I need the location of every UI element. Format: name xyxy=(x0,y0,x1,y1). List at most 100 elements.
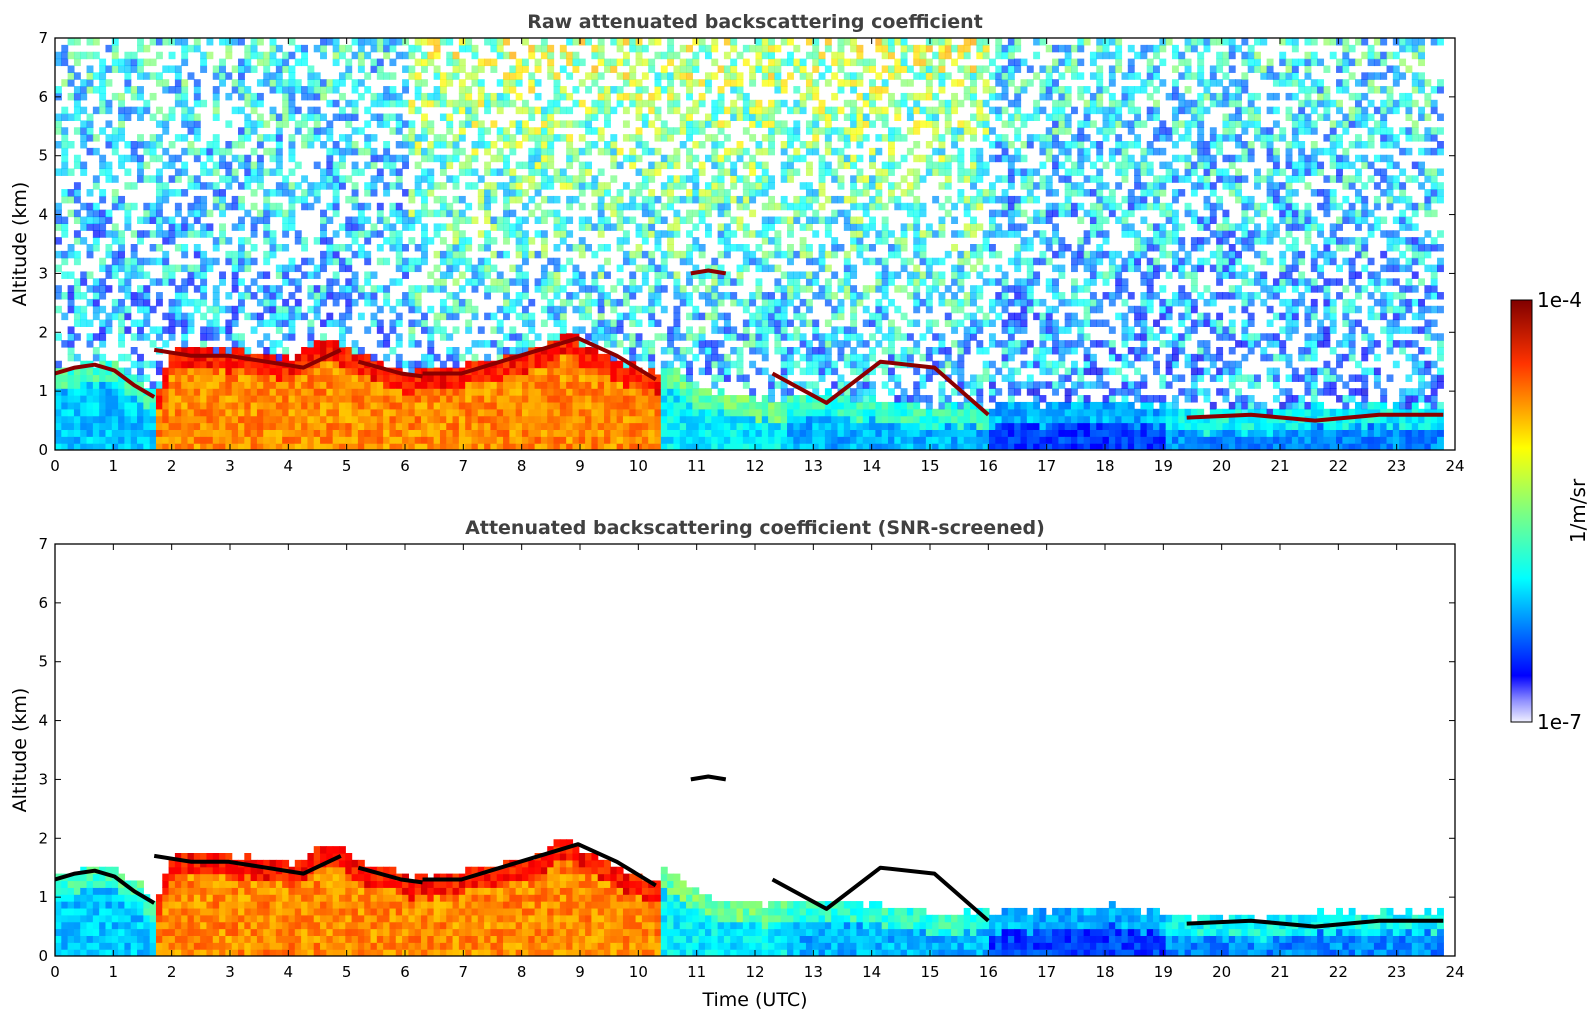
heatmap-cell xyxy=(604,223,611,231)
heatmap-cell xyxy=(679,429,687,437)
heatmap-cell xyxy=(263,298,271,307)
heatmap-cell xyxy=(105,65,113,73)
heatmap-cell xyxy=(547,99,555,108)
heatmap-cell xyxy=(534,333,542,341)
heatmap-cell xyxy=(812,141,820,149)
heatmap-cell xyxy=(174,367,182,376)
heatmap-cell xyxy=(723,429,731,437)
heatmap-cell xyxy=(275,415,283,424)
heatmap-cell xyxy=(193,202,201,211)
heatmap-cell xyxy=(711,147,719,156)
heatmap-cell xyxy=(193,443,201,450)
heatmap-cell xyxy=(540,106,548,115)
heatmap-cell xyxy=(717,175,725,183)
heatmap-cell xyxy=(503,182,510,190)
heatmap-cell xyxy=(761,422,769,430)
heatmap-cell xyxy=(124,141,132,149)
heatmap-cell xyxy=(723,271,731,279)
heatmap-cell xyxy=(515,161,523,170)
heatmap-cell xyxy=(225,202,233,211)
heatmap-cell xyxy=(263,353,271,362)
heatmap-cell xyxy=(332,209,340,218)
heatmap-cell xyxy=(168,305,176,314)
heatmap-cell xyxy=(357,292,365,300)
heatmap-cell xyxy=(616,189,624,197)
heatmap-cell xyxy=(149,422,157,430)
heatmap-cell xyxy=(345,326,353,334)
heatmap-cell xyxy=(742,408,750,417)
heatmap-cell xyxy=(130,92,138,101)
heatmap-cell xyxy=(168,333,176,341)
heatmap-cell xyxy=(338,285,346,293)
heatmap-cell xyxy=(225,395,233,403)
heatmap-cell xyxy=(484,141,492,149)
heatmap-cell xyxy=(641,388,649,396)
heatmap-cell xyxy=(80,120,88,128)
heatmap-cell xyxy=(749,230,757,238)
heatmap-cell xyxy=(332,443,340,450)
heatmap-cell xyxy=(414,367,422,376)
heatmap-cell xyxy=(503,161,510,170)
heatmap-cell xyxy=(200,161,208,170)
heatmap-cell xyxy=(553,381,561,389)
heatmap-cell xyxy=(805,250,813,259)
heatmap-cell xyxy=(484,106,492,115)
heatmap-cell xyxy=(742,429,750,437)
heatmap-cell xyxy=(667,436,675,444)
heatmap-cell xyxy=(553,374,561,382)
heatmap-cell xyxy=(307,305,315,314)
heatmap-cell xyxy=(622,216,630,224)
heatmap-cell xyxy=(383,381,391,389)
heatmap-cell xyxy=(805,305,813,314)
heatmap-cell xyxy=(679,401,687,410)
heatmap-cell xyxy=(383,298,391,307)
heatmap-cell xyxy=(843,429,851,437)
heatmap-cell xyxy=(288,106,296,115)
heatmap-cell xyxy=(395,436,403,444)
heatmap-cell xyxy=(629,415,637,424)
heatmap-cell xyxy=(427,436,435,444)
heatmap-cell xyxy=(364,381,372,389)
heatmap-cell xyxy=(597,244,605,252)
heatmap-cell xyxy=(736,106,744,115)
heatmap-cell xyxy=(818,216,826,224)
heatmap-cell xyxy=(654,285,662,293)
heatmap-cell xyxy=(742,92,750,101)
heatmap-cell xyxy=(622,230,630,238)
heatmap-cell xyxy=(118,340,126,348)
heatmap-cell xyxy=(389,422,397,430)
heatmap-cell xyxy=(723,51,731,60)
heatmap-cell xyxy=(345,72,353,80)
heatmap-cell xyxy=(92,38,100,46)
heatmap-cell xyxy=(704,182,712,190)
heatmap-cell xyxy=(206,415,214,424)
heatmap-cell xyxy=(761,223,769,231)
heatmap-cell xyxy=(515,367,523,376)
heatmap-cell xyxy=(111,189,119,197)
heatmap-cell xyxy=(263,58,271,67)
heatmap-cell xyxy=(742,319,750,327)
heatmap-cell xyxy=(622,182,630,190)
heatmap-cell xyxy=(111,408,119,417)
heatmap-cell xyxy=(723,395,731,403)
heatmap-cell xyxy=(263,216,271,224)
heatmap-cell xyxy=(856,360,864,369)
heatmap-cell xyxy=(55,429,62,437)
heatmap-cell xyxy=(376,367,384,376)
heatmap-cell xyxy=(749,113,757,121)
heatmap-cell xyxy=(301,141,309,149)
heatmap-cell xyxy=(534,436,542,444)
heatmap-cell xyxy=(591,443,599,450)
heatmap-cell xyxy=(534,415,542,424)
heatmap-cell xyxy=(402,154,409,163)
heatmap-cell xyxy=(521,367,529,376)
heatmap-cell xyxy=(137,113,144,121)
heatmap-cell xyxy=(193,147,201,156)
heatmap-cell xyxy=(496,168,504,176)
heatmap-cell xyxy=(749,209,757,218)
heatmap-cell xyxy=(73,408,81,417)
heatmap-cell xyxy=(704,388,712,396)
heatmap-cell xyxy=(383,113,391,121)
heatmap-cell xyxy=(730,161,738,170)
heatmap-cell xyxy=(566,360,574,369)
